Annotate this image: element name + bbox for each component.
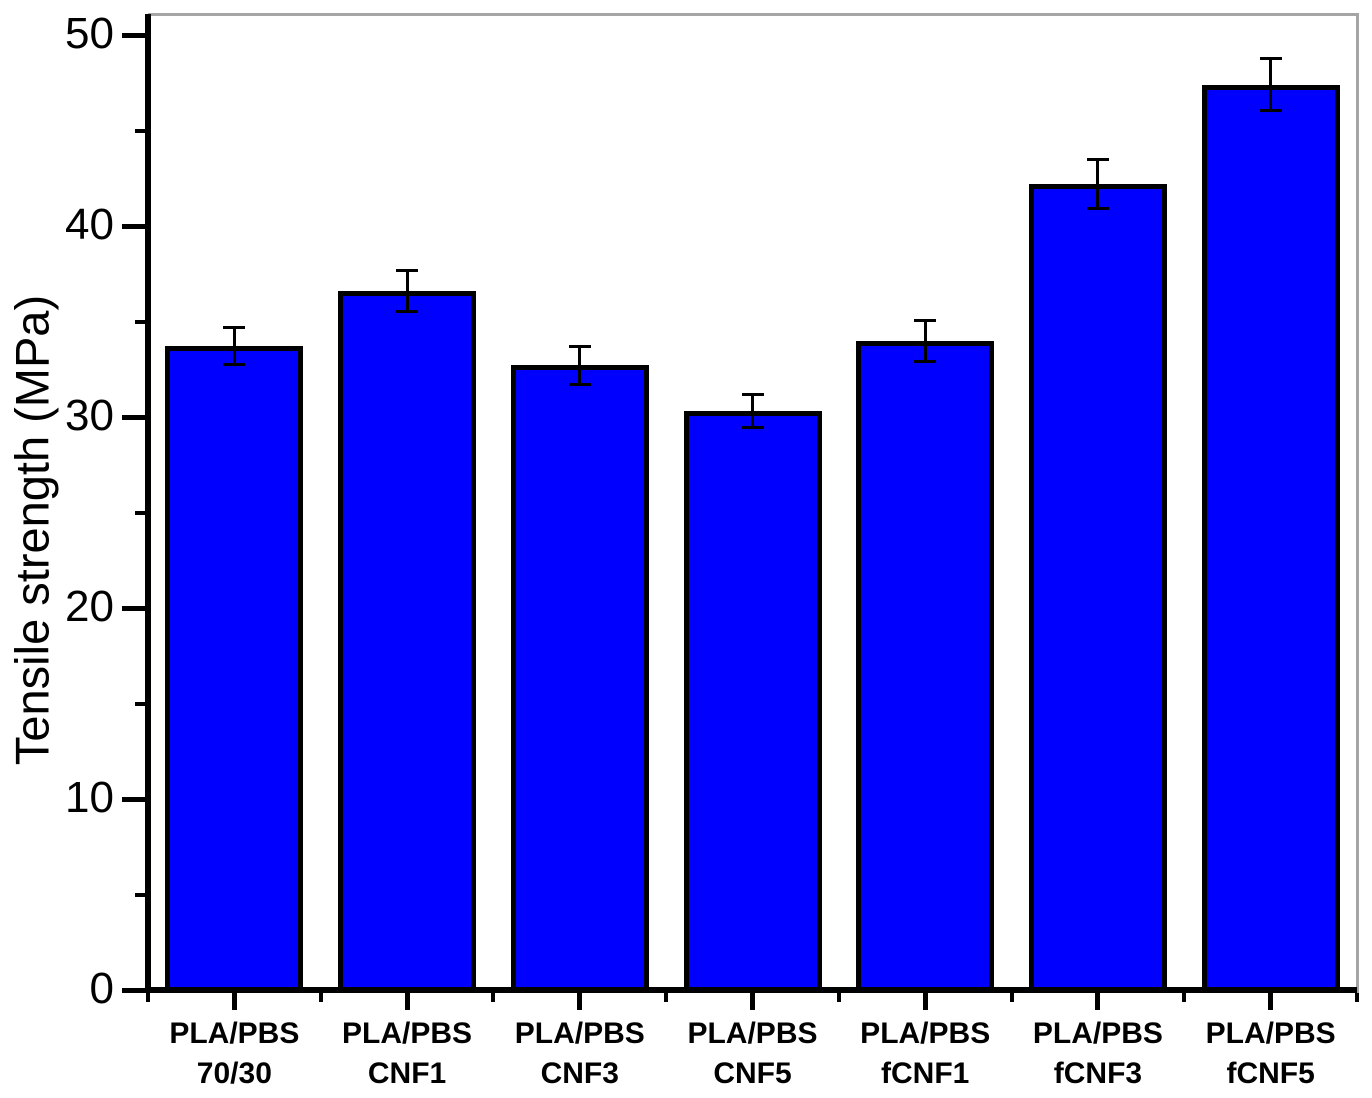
error-bar-line — [1269, 57, 1273, 112]
x-category-label: PLA/PBS fCNF3 — [1032, 1017, 1163, 1090]
x-major-tick — [750, 993, 755, 1010]
error-bar-line — [923, 319, 927, 362]
x-category-label: PLA/PBS CNF5 — [687, 1017, 818, 1090]
y-major-tick — [122, 414, 148, 420]
y-minor-tick — [135, 510, 148, 515]
x-minor-tick — [664, 993, 669, 1002]
y-tick-label: 30 — [65, 391, 114, 441]
y-tick-label: 10 — [65, 773, 114, 823]
x-minor-tick — [1009, 993, 1014, 1002]
error-bar-line — [578, 346, 582, 385]
x-minor-tick — [1182, 993, 1187, 1002]
bar — [856, 340, 995, 993]
y-tick-label: 20 — [65, 582, 114, 632]
bar — [683, 411, 822, 993]
y-axis-title: Tensile strength (MPa) — [5, 294, 59, 766]
error-bar-cap-top — [1259, 56, 1282, 60]
error-bar-cap-bottom — [914, 359, 937, 363]
y-axis-line — [145, 14, 151, 993]
bar — [1201, 84, 1340, 993]
error-bar-line — [751, 394, 754, 429]
y-minor-tick — [135, 892, 148, 897]
bar — [165, 346, 304, 993]
bar — [1028, 183, 1167, 993]
error-bar-cap-top — [741, 393, 764, 397]
x-minor-tick — [836, 993, 841, 1002]
error-bar-line — [1096, 159, 1100, 209]
x-minor-tick — [491, 993, 496, 1002]
error-bar-cap-top — [568, 345, 591, 349]
x-category-label: PLA/PBS fCNF1 — [860, 1017, 991, 1090]
x-category-label: PLA/PBS 70/30 — [169, 1017, 300, 1090]
x-major-tick — [231, 993, 237, 1010]
error-bar-cap-bottom — [1259, 109, 1282, 113]
y-major-tick — [122, 223, 148, 229]
y-major-tick — [122, 987, 148, 993]
error-bar-cap-bottom — [396, 309, 419, 313]
y-tick-label: 40 — [65, 200, 114, 250]
y-minor-tick — [135, 319, 148, 324]
error-bar-cap-bottom — [223, 363, 246, 367]
x-minor-tick — [318, 993, 323, 1002]
x-axis-line — [145, 987, 1357, 993]
plot-frame-right — [1356, 13, 1359, 993]
error-bar-cap-bottom — [1086, 206, 1109, 210]
y-major-tick — [122, 605, 148, 611]
x-major-tick — [1095, 993, 1101, 1010]
x-minor-tick — [146, 993, 150, 1002]
y-minor-tick — [135, 128, 148, 133]
y-minor-tick — [135, 701, 148, 706]
error-bar-cap-top — [1086, 158, 1109, 162]
x-major-tick — [404, 993, 410, 1010]
error-bar-cap-top — [223, 326, 246, 330]
x-category-label: PLA/PBS CNF3 — [514, 1017, 645, 1090]
error-bar-line — [405, 269, 409, 312]
bar — [510, 365, 649, 993]
y-major-tick — [122, 796, 148, 802]
error-bar-line — [232, 327, 236, 366]
x-major-tick — [577, 993, 583, 1010]
error-bar-cap-top — [396, 268, 419, 272]
x-category-label: PLA/PBS fCNF5 — [1205, 1017, 1336, 1090]
x-major-tick — [1268, 993, 1274, 1010]
x-category-label: PLA/PBS CNF1 — [342, 1017, 473, 1090]
error-bar-cap-bottom — [741, 426, 764, 430]
error-bar-cap-bottom — [568, 382, 591, 386]
error-bar-cap-top — [914, 318, 937, 322]
plot-frame-top — [148, 13, 1359, 16]
x-minor-tick — [1355, 993, 1359, 1002]
x-major-tick — [922, 993, 928, 1010]
y-tick-label: 50 — [65, 9, 114, 59]
bar — [338, 290, 477, 993]
y-major-tick — [122, 32, 148, 38]
y-tick-label: 0 — [89, 964, 114, 1014]
